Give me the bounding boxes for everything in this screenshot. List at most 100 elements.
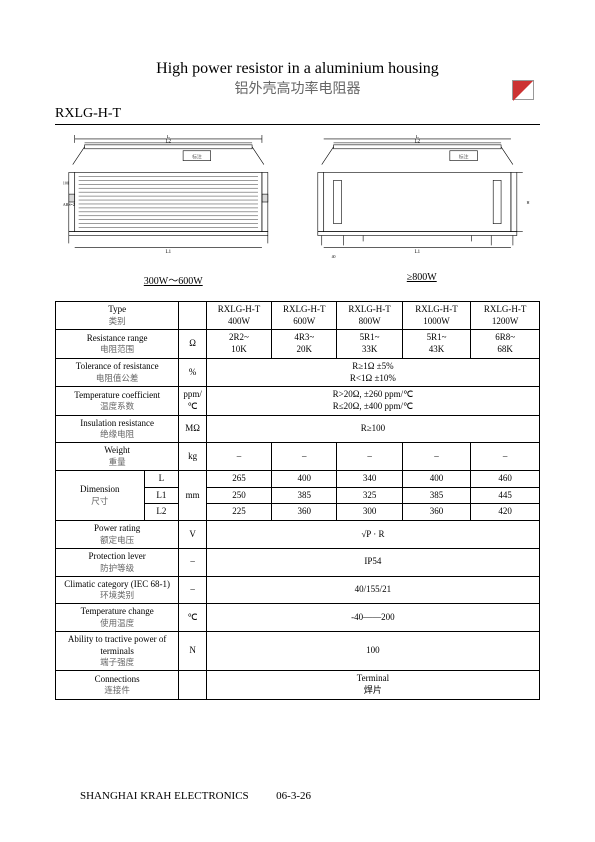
merged-cell: 40/155/21 xyxy=(206,576,539,604)
label-cn: 额定电压 xyxy=(60,535,174,546)
diagram-right: 标注 L L2 L1 xyxy=(304,135,541,287)
cell: 225 xyxy=(206,504,271,521)
dim-key: L2 xyxy=(144,504,179,521)
cell-unit: – xyxy=(179,576,207,604)
th-type-en: Type xyxy=(108,304,126,314)
table-row: Weight 重量 kg – – – – – xyxy=(56,443,540,471)
diagram-right-caption: ≥800W xyxy=(304,272,541,283)
svg-text:40: 40 xyxy=(331,254,335,259)
cell-unit: N xyxy=(179,632,207,671)
cell: 265 xyxy=(206,471,271,488)
table-row: Protection lever防护等级 – IP54 xyxy=(56,548,540,576)
label-en: Temperature coefficient xyxy=(74,390,160,400)
table-row: Temperature change使用温度 ℃ -40——200 xyxy=(56,604,540,632)
cell: 400 xyxy=(272,471,337,488)
svg-text:ABS=2: ABS=2 xyxy=(63,202,75,207)
th-model-2: RXLG-H-T 800W xyxy=(337,302,402,330)
merged-cell: √P · R xyxy=(206,521,539,549)
th-model-3: RXLG-H-T 1000W xyxy=(402,302,471,330)
cell: 460 xyxy=(471,471,540,488)
drawing-left-icon: 标注 L L2 xyxy=(55,135,292,263)
diagram-left-caption: 300W～600W xyxy=(55,272,292,287)
cell: 400 xyxy=(402,471,471,488)
drawing-right-icon: 标注 L L2 L1 xyxy=(304,135,541,263)
label-cn: 使用温度 xyxy=(60,618,174,629)
cell: 250 xyxy=(206,487,271,504)
table-header-row: Type 类别 RXLG-H-T 400W RXLG-H-T 600W RXLG… xyxy=(56,302,540,330)
cell-unit: MΩ xyxy=(179,415,207,443)
cell: – xyxy=(402,443,471,471)
cell: 6R8~ 68K xyxy=(471,330,540,358)
cell-unit: kg xyxy=(179,443,207,471)
th-unit xyxy=(179,302,207,330)
merged-cell: R≥1Ω ±5% R<1Ω ±10% xyxy=(206,358,539,386)
diagram-left: 标注 L L2 xyxy=(55,135,292,287)
footer-company: SHANGHAI KRAH ELECTRONICS xyxy=(80,790,249,802)
cell: – xyxy=(337,443,402,471)
cell: 385 xyxy=(402,487,471,504)
label-en: Resistance range xyxy=(87,333,148,343)
cell: 340 xyxy=(337,471,402,488)
corner-badge-icon xyxy=(512,80,540,104)
cell: 360 xyxy=(272,504,337,521)
label-en: Tolerance of resistance xyxy=(76,361,159,371)
label-cn: 电阻值公差 xyxy=(60,373,174,384)
merged-cell: R≥100 xyxy=(206,415,539,443)
label-en: Connections xyxy=(95,674,140,684)
svg-text:L2: L2 xyxy=(166,139,172,144)
merged-cell: 100 xyxy=(206,632,539,671)
title-block: High power resistor in a aluminium housi… xyxy=(55,60,540,98)
svg-text:H: H xyxy=(526,200,529,205)
cell: 445 xyxy=(471,487,540,504)
label-cn: 端子强度 xyxy=(60,657,174,668)
cell-unit: mm xyxy=(179,471,207,521)
label-cn: 电阻范围 xyxy=(60,344,174,355)
label-en: Ability to tractive power of terminals xyxy=(68,634,166,656)
merged-cell: -40——200 xyxy=(206,604,539,632)
label-cn: 重量 xyxy=(60,457,174,468)
cell: 4R3~ 20K xyxy=(272,330,337,358)
cell: – xyxy=(272,443,337,471)
cell-unit: – xyxy=(179,548,207,576)
label-en: Dimension xyxy=(80,484,120,494)
th-model-1: RXLG-H-T 600W xyxy=(272,302,337,330)
cell: 420 xyxy=(471,504,540,521)
label-cn: 尺寸 xyxy=(60,496,140,507)
label-en: Temperature change xyxy=(81,606,154,616)
cell-unit: Ω xyxy=(179,330,207,358)
table-row: Connections连接件 Terminal 焊片 xyxy=(56,671,540,699)
diagrams-row: 标注 L L2 xyxy=(55,135,540,287)
svg-text:100: 100 xyxy=(63,180,69,185)
merged-cell: R>20Ω, ±260 ppm/℃ R≤20Ω, ±400 ppm/℃ xyxy=(206,387,539,415)
label-cn: 绝缘电阻 xyxy=(60,429,174,440)
cell: – xyxy=(471,443,540,471)
cell: – xyxy=(206,443,271,471)
svg-text:标注: 标注 xyxy=(192,154,202,161)
cell-unit: V xyxy=(179,521,207,549)
spec-table: Type 类别 RXLG-H-T 400W RXLG-H-T 600W RXLG… xyxy=(55,301,540,700)
svg-text:标注: 标注 xyxy=(458,154,468,161)
cell: 325 xyxy=(337,487,402,504)
table-row: Climatic category (IEC 68-1)环境类别 – 40/15… xyxy=(56,576,540,604)
svg-text:L1: L1 xyxy=(414,250,420,255)
cell: 5R1~ 33K xyxy=(337,330,402,358)
label-en: Climatic category (IEC 68-1) xyxy=(64,579,170,589)
table-row: Resistance range电阻范围 Ω 2R2~ 10K 4R3~ 20K… xyxy=(56,330,540,358)
footer-date: 06-3-26 xyxy=(276,790,311,802)
title-en: High power resistor in a aluminium housi… xyxy=(55,60,540,78)
cell: 300 xyxy=(337,504,402,521)
th-model-0: RXLG-H-T 400W xyxy=(206,302,271,330)
label-en: Weight xyxy=(104,445,130,455)
table-row: Ability to tractive power of terminals端子… xyxy=(56,632,540,671)
label-en: Insulation resistance xyxy=(80,418,154,428)
title-cn: 铝外壳高功率电阻器 xyxy=(235,82,361,97)
merged-cell: IP54 xyxy=(206,548,539,576)
svg-text:L2: L2 xyxy=(414,139,420,144)
dim-key: L xyxy=(144,471,179,488)
cell-unit: % xyxy=(179,358,207,386)
table-row: Insulation resistance绝缘电阻 MΩ R≥100 xyxy=(56,415,540,443)
table-row: Temperature coefficient温度系数 ppm/ ℃ R>20Ω… xyxy=(56,387,540,415)
label-cn: 温度系数 xyxy=(60,401,174,412)
label-cn: 连接件 xyxy=(60,685,174,696)
svg-text:L1: L1 xyxy=(166,250,172,255)
